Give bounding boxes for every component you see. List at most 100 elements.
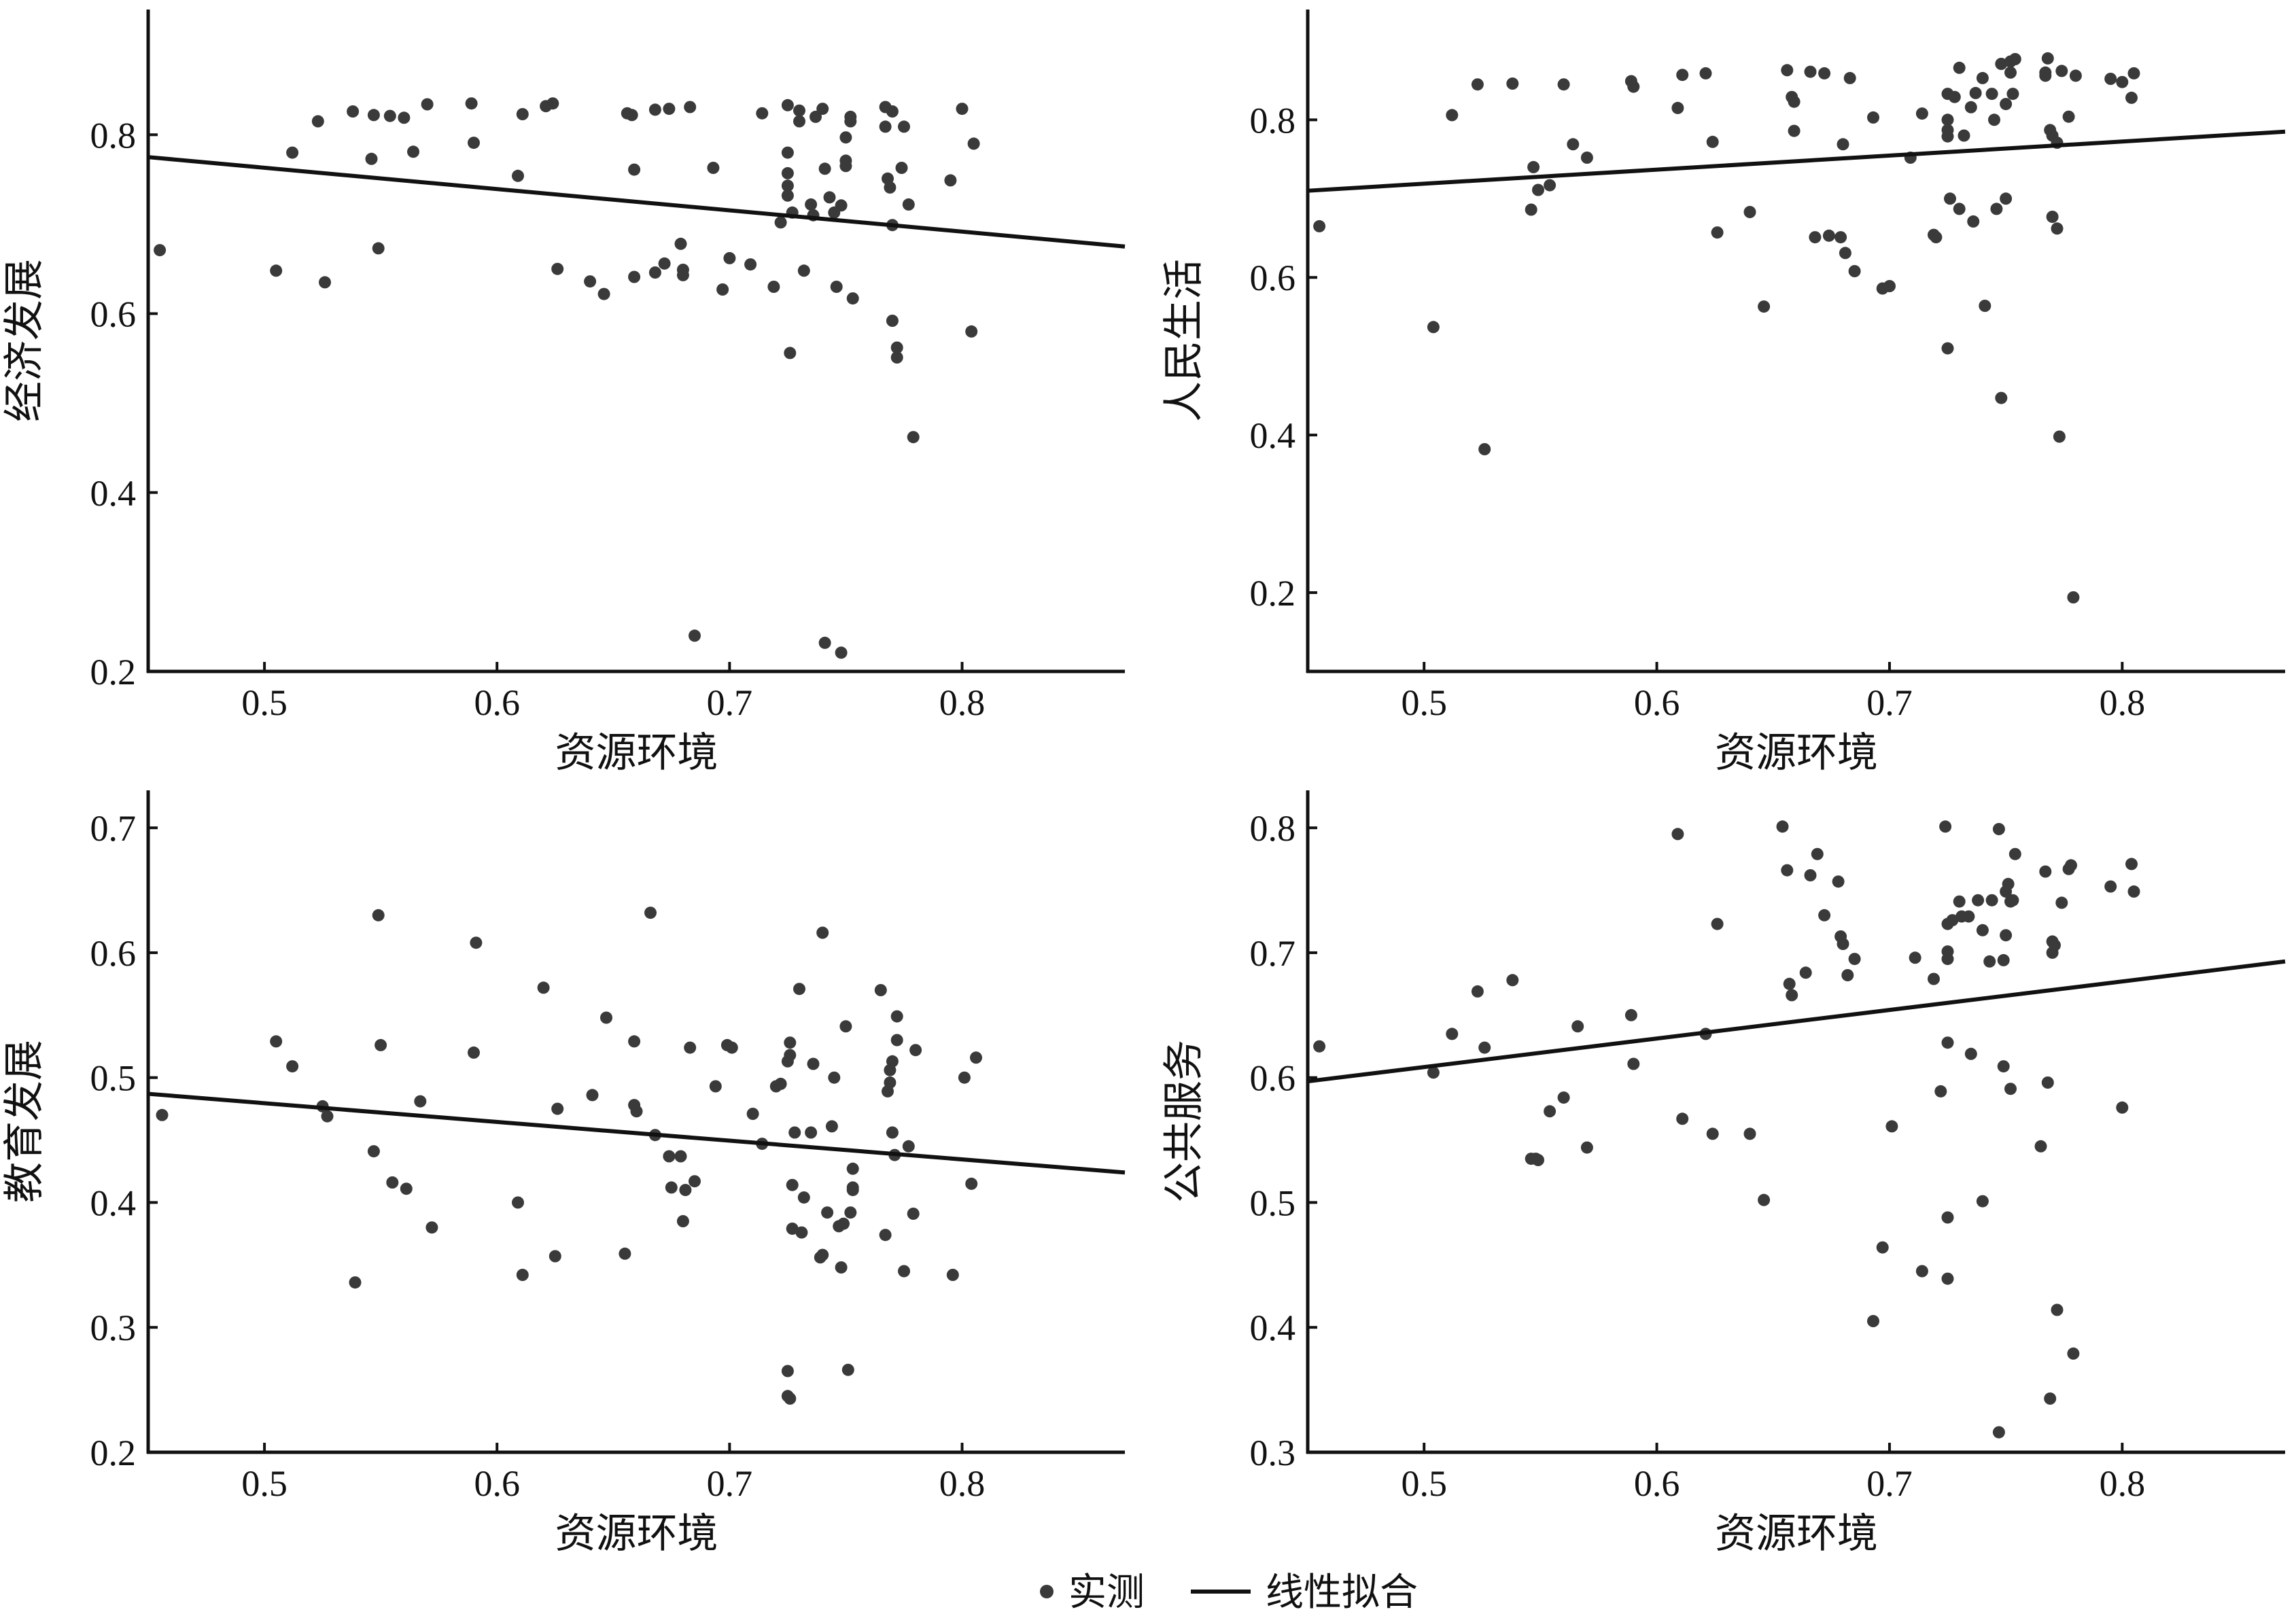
data-point — [879, 120, 892, 133]
data-point — [2041, 1076, 2054, 1089]
data-point — [2044, 1392, 2057, 1405]
data-point — [1776, 820, 1789, 833]
data-point — [347, 105, 360, 118]
data-point — [1948, 90, 1961, 103]
data-point — [1992, 1426, 2005, 1439]
data-point — [898, 120, 910, 133]
data-point — [956, 103, 969, 116]
data-point — [1985, 88, 1998, 101]
data-point — [2127, 885, 2140, 898]
data-point — [1953, 203, 1966, 215]
x-tick-label: 0.6 — [1634, 1463, 1680, 1504]
data-point — [1990, 203, 2003, 215]
data-point — [895, 162, 908, 174]
data-point — [154, 244, 167, 257]
data-point — [1781, 864, 1794, 877]
x-tick-label: 0.8 — [939, 682, 986, 723]
data-point — [784, 1049, 797, 1062]
data-point — [311, 115, 324, 128]
x-tick-label: 0.5 — [241, 682, 288, 723]
data-point — [830, 281, 843, 293]
data-point — [744, 258, 757, 271]
data-point — [781, 146, 794, 159]
data-point — [1837, 938, 1849, 950]
data-point — [425, 1221, 438, 1234]
data-point — [846, 292, 859, 305]
data-point — [2053, 430, 2066, 443]
data-point — [1527, 160, 1540, 173]
y-tick-label: 0.2 — [1250, 573, 1296, 614]
data-point — [1478, 1041, 1491, 1054]
data-point — [2049, 938, 2061, 951]
data-point — [707, 162, 720, 174]
data-point — [597, 287, 610, 300]
x-axis-title: 资源环境 — [555, 731, 718, 775]
x-tick-label: 0.6 — [1634, 682, 1680, 723]
data-point — [1818, 67, 1831, 80]
data-point — [665, 1181, 678, 1194]
data-point — [365, 152, 378, 165]
data-point — [786, 1178, 799, 1191]
data-point — [1676, 69, 1689, 82]
data-point — [1478, 443, 1491, 455]
linear-fit-line — [1307, 129, 2286, 193]
data-point — [1544, 1105, 1556, 1118]
x-axis-title: 资源环境 — [1715, 731, 1878, 775]
data-point — [1997, 1060, 2010, 1073]
y-axis-title: 教育发展 — [2, 1040, 47, 1203]
data-point — [1743, 206, 1756, 218]
x-axis-title: 资源环境 — [1715, 1511, 1878, 1556]
x-tick-label: 0.7 — [1866, 682, 1913, 723]
data-point — [2008, 53, 2021, 65]
data-point — [1822, 229, 1835, 242]
observed-points — [1313, 52, 2140, 603]
data-point — [805, 198, 818, 211]
data-point — [1471, 985, 1484, 998]
data-point — [890, 1010, 903, 1023]
observed-points — [156, 907, 982, 1405]
data-point — [793, 104, 805, 117]
observed-points — [1313, 820, 2140, 1439]
data-point — [1471, 78, 1484, 91]
y-axis-title: 经济发展 — [2, 259, 47, 422]
data-point — [1964, 1047, 1977, 1060]
data-point — [886, 1126, 899, 1139]
observed-points — [154, 97, 980, 659]
data-point — [676, 1215, 689, 1227]
data-point — [1758, 1193, 1771, 1206]
data-point — [781, 179, 794, 192]
data-point — [1909, 951, 1921, 964]
data-point — [958, 1071, 971, 1084]
data-point — [902, 1140, 915, 1153]
data-point — [1786, 989, 1798, 1002]
data-point — [468, 137, 480, 150]
data-point — [1567, 138, 1580, 151]
data-point — [756, 107, 769, 120]
data-point — [788, 1126, 801, 1139]
data-point — [1627, 1057, 1640, 1070]
data-point — [709, 1080, 722, 1093]
data-point — [1953, 61, 1966, 74]
data-point — [874, 984, 887, 996]
data-point — [1699, 67, 1712, 80]
data-point — [1544, 179, 1556, 192]
data-point — [1711, 917, 1724, 930]
data-point — [414, 1095, 427, 1108]
data-point — [400, 1182, 413, 1195]
data-point — [1876, 1241, 1889, 1254]
data-point — [1983, 955, 1996, 968]
data-point — [781, 166, 794, 179]
data-point — [156, 1108, 169, 1121]
data-point — [1867, 111, 1879, 124]
linear-fit-line — [147, 1091, 1126, 1175]
data-point — [965, 1177, 978, 1190]
data-point — [837, 1217, 850, 1230]
x-tick-label: 0.8 — [939, 1463, 986, 1504]
data-point — [367, 109, 380, 122]
data-point — [823, 191, 836, 204]
data-point — [810, 110, 822, 123]
data-point — [372, 909, 385, 922]
data-point — [1580, 152, 1593, 164]
data-point — [946, 1269, 959, 1281]
